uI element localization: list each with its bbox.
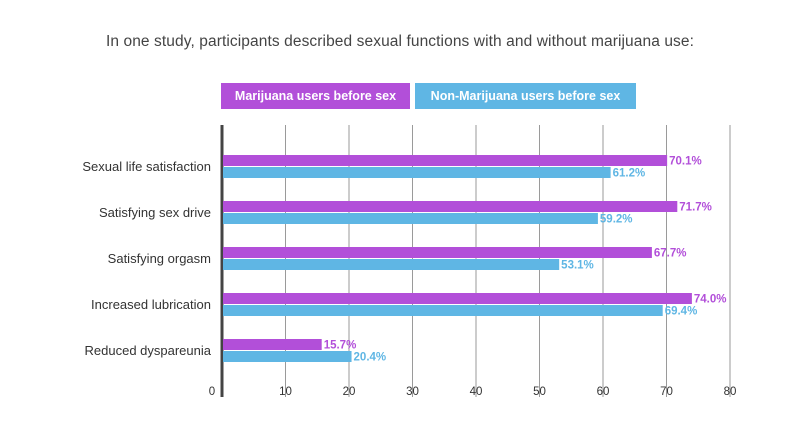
data-label: 71.7% [679, 202, 712, 214]
bar-non-marijuana [223, 213, 598, 224]
data-label: 20.4% [354, 352, 387, 364]
chart-title: In one study, participants described sex… [105, 33, 695, 50]
bar-marijuana [223, 201, 678, 212]
x-tick-label: 70 [660, 386, 673, 398]
x-tick-label: 30 [406, 386, 419, 398]
category-label: Increased lubrication [91, 297, 211, 312]
x-tick-label: 10 [279, 386, 292, 398]
legend-item-non-marijuana: Non-Marijuana users before sex [415, 83, 636, 109]
data-label: 61.2% [613, 168, 646, 180]
bar-non-marijuana [223, 305, 663, 316]
data-label: 69.4% [665, 306, 698, 318]
bar-non-marijuana [223, 351, 352, 362]
category-label: Sexual life satisfaction [82, 159, 211, 174]
x-tick-label: 40 [470, 386, 483, 398]
bar-non-marijuana [223, 259, 560, 270]
category-label: Satisfying orgasm [108, 251, 211, 266]
data-label: 59.2% [600, 214, 633, 226]
x-tick-label: 80 [724, 386, 737, 398]
x-tick-label: 20 [343, 386, 356, 398]
data-label: 70.1% [669, 156, 702, 168]
bar-marijuana [223, 293, 692, 304]
bar-marijuana [223, 155, 668, 166]
bar-marijuana [223, 339, 322, 350]
x-tick-label: 0 [209, 386, 215, 398]
bar-marijuana [223, 247, 652, 258]
data-label: 53.1% [561, 260, 594, 272]
category-label: Reduced dyspareunia [85, 343, 212, 358]
category-label: Satisfying sex drive [99, 205, 211, 220]
x-tick-label: 50 [533, 386, 546, 398]
data-label: 74.0% [694, 294, 727, 306]
data-label: 15.7% [324, 340, 357, 352]
x-tick-label: 60 [597, 386, 610, 398]
legend-item-marijuana: Marijuana users before sex [221, 83, 410, 109]
data-label: 67.7% [654, 248, 687, 260]
bar-non-marijuana [223, 167, 611, 178]
